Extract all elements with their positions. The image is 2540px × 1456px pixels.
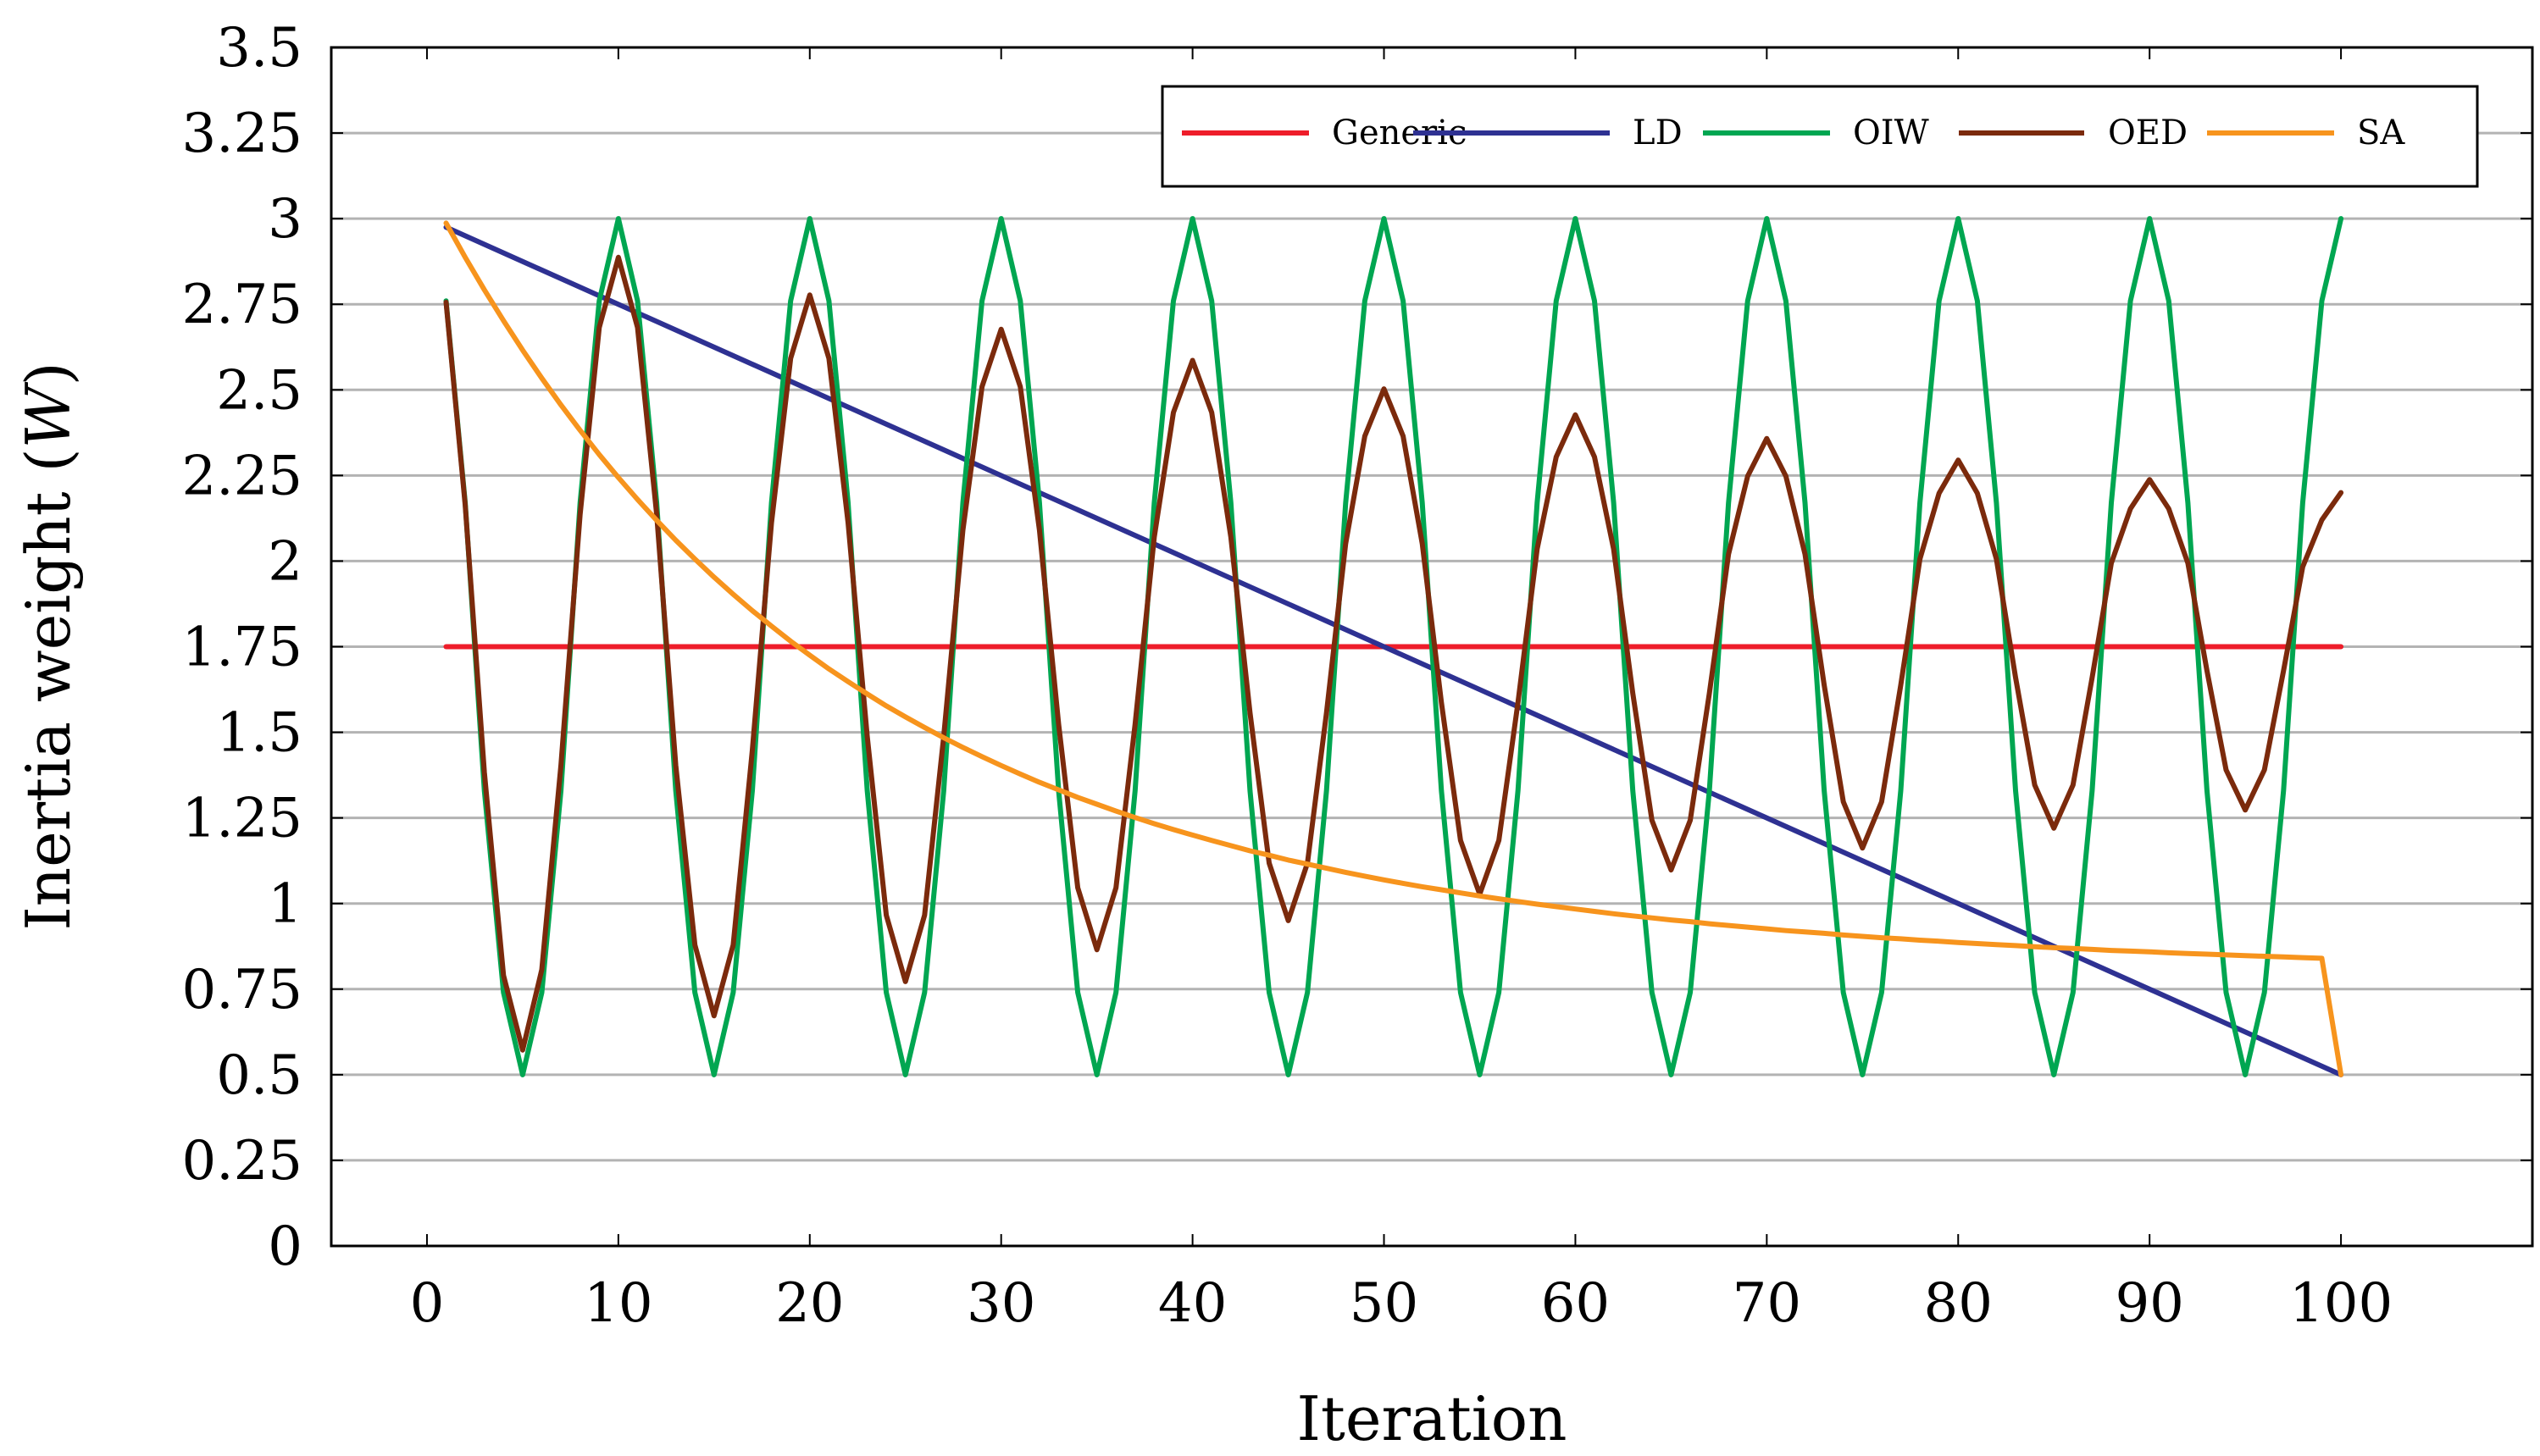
- x-tick-label: 70: [1733, 1272, 1801, 1335]
- axis-ticks: [331, 47, 2532, 1247]
- x-tick-label: 90: [2115, 1272, 2183, 1335]
- x-tick-label: 20: [775, 1272, 844, 1335]
- x-tick-label: 0: [410, 1272, 445, 1335]
- x-tick-labels: 0 10 20 30 40 50 60 70 80 90 100: [410, 1272, 2393, 1335]
- x-tick-label: 50: [1350, 1272, 1418, 1335]
- y-tick-label: 2.5: [216, 359, 302, 422]
- x-tick-label: 60: [1541, 1272, 1610, 1335]
- legend: Generic LD OIW OED SA: [1161, 85, 2479, 188]
- y-tick-label: 3.5: [216, 17, 302, 80]
- y-tick-label: 1.25: [182, 788, 303, 850]
- legend-label-sa: SA: [2357, 113, 2405, 152]
- x-tick-label: 100: [2289, 1272, 2393, 1335]
- y-tick-label: 1.75: [182, 617, 303, 679]
- y-tick-label: 0.25: [182, 1130, 303, 1193]
- y-tick-label: 0: [268, 1215, 302, 1278]
- x-tick-label: 10: [584, 1272, 652, 1335]
- legend-box: [1161, 85, 2479, 188]
- y-tick-label: 1.5: [216, 702, 302, 765]
- series-line-sa: [443, 220, 2344, 1077]
- y-tick-label: 0.5: [216, 1044, 302, 1107]
- series-lines: [443, 216, 2344, 1077]
- legend-label-oed: OED: [2108, 113, 2188, 152]
- legend-label-ld: LD: [1633, 113, 1683, 152]
- x-tick-label: 30: [967, 1272, 1035, 1335]
- y-axis-title: Inertia weight (W): [13, 362, 84, 930]
- y-tick-label: 2: [268, 530, 302, 593]
- series-line-ld: [443, 224, 2344, 1077]
- y-tick-labels: 0 0.25 0.5 0.75 1 1.25 1.5 1.75 2 2.25 2.5 2.75 3 3.2…: [182, 17, 303, 1278]
- x-tick-label: 40: [1158, 1272, 1227, 1335]
- y-tick-label: 2.75: [182, 274, 303, 336]
- series-line-oed: [443, 254, 2344, 1053]
- y-tick-label: 0.75: [182, 959, 303, 1021]
- legend-label-oiw: OIW: [1853, 113, 1929, 152]
- y-tick-label: 2.25: [182, 445, 303, 507]
- y-tick-label: 3: [268, 188, 302, 251]
- y-tick-label: 3.25: [182, 102, 303, 165]
- x-tick-label: 80: [1924, 1272, 1993, 1335]
- y-tick-label: 1: [268, 873, 302, 936]
- x-axis-title: Iteration: [1296, 1383, 1567, 1454]
